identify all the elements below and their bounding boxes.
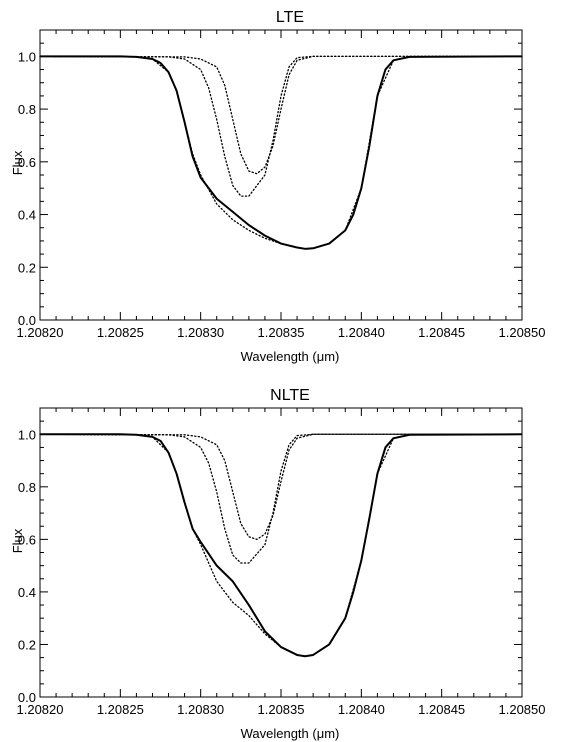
x-tick-label: 1.20830	[177, 702, 224, 717]
y-tick-label: 0.4	[18, 208, 36, 223]
plot-frame	[39, 29, 523, 321]
chart-title: NLTE	[270, 387, 310, 404]
series-line-4	[39, 433, 523, 541]
x-tick-label: 1.20840	[338, 325, 385, 340]
series-line-3	[39, 433, 523, 564]
x-tick-label: 1.20845	[418, 325, 465, 340]
series-line-3	[39, 55, 523, 197]
x-axis-label: Wavelength (μm)	[241, 349, 340, 364]
y-tick-label: 0.6	[18, 155, 36, 170]
x-tick-label: 1.20840	[338, 702, 385, 717]
series-line-2	[39, 433, 523, 657]
x-tick-label: 1.20820	[17, 702, 64, 717]
y-tick-label: 0.4	[18, 585, 36, 600]
y-tick-label: 0.2	[18, 637, 36, 652]
y-tick-label: 0.6	[18, 532, 36, 547]
x-tick-label: 1.20825	[97, 325, 144, 340]
x-tick-label: 1.20850	[499, 702, 546, 717]
x-tick-label: 1.20845	[418, 702, 465, 717]
y-tick-label: 1.0	[18, 49, 36, 64]
x-tick-label: 1.20820	[17, 325, 64, 340]
x-tick-label: 1.20825	[97, 702, 144, 717]
chart-panel-lte: LTE Wavelength (μm) Flux 1.20820 1.20825 1…	[10, 9, 546, 364]
chart-title: LTE	[276, 9, 304, 26]
x-axis-label: Wavelength (μm)	[241, 726, 340, 741]
y-tick-label: 0.0	[18, 313, 36, 328]
series-line-2	[39, 55, 523, 250]
y-axis-label: Flux	[10, 528, 25, 553]
y-tick-label: 0.2	[18, 260, 36, 275]
y-tick-label: 0.8	[18, 102, 36, 117]
x-tick-label: 1.20835	[258, 702, 305, 717]
y-tick-label: 0.8	[18, 480, 36, 495]
x-tick-label: 1.20830	[177, 325, 224, 340]
y-axis-label: Flux	[10, 150, 25, 175]
plot-frame	[39, 407, 523, 698]
chart-panel-nlte: NLTE Wavelength (μm) Flux 1.20820 1.20825…	[10, 387, 546, 741]
y-tick-label: 0.0	[18, 690, 36, 705]
x-tick-label: 1.20835	[258, 325, 305, 340]
series-line-1	[40, 55, 523, 250]
series-line-4	[39, 55, 523, 175]
y-tick-label: 1.0	[18, 427, 36, 442]
series-line-1	[40, 433, 523, 658]
x-tick-label: 1.20850	[499, 325, 546, 340]
